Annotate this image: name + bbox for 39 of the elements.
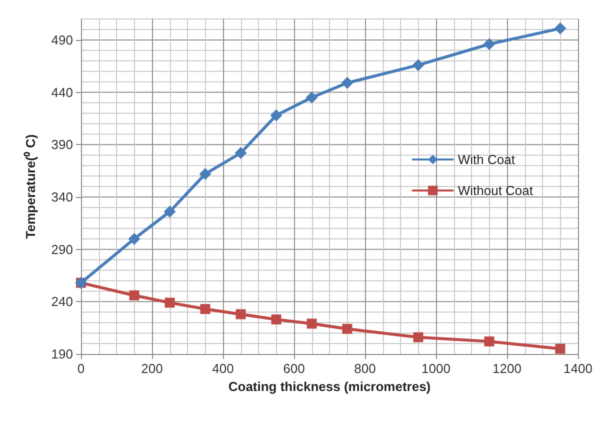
x-tick-label: 600 bbox=[283, 361, 305, 376]
x-tick-label: 200 bbox=[141, 361, 163, 376]
legend-label: With Coat bbox=[458, 152, 516, 167]
y-tick-label: 240 bbox=[51, 294, 73, 310]
x-tick-label: 400 bbox=[212, 361, 234, 376]
x-tick-label: 800 bbox=[354, 361, 376, 376]
point bbox=[164, 298, 175, 308]
point bbox=[555, 344, 566, 354]
point bbox=[234, 147, 247, 159]
point bbox=[306, 92, 318, 104]
point bbox=[128, 232, 140, 245]
point bbox=[200, 304, 210, 314]
point bbox=[412, 59, 424, 72]
point bbox=[236, 309, 246, 320]
point bbox=[306, 318, 317, 329]
x-tick-label: 0 bbox=[77, 361, 85, 376]
point bbox=[270, 109, 282, 122]
point bbox=[164, 206, 176, 218]
y-tick-label: 190 bbox=[51, 346, 73, 362]
point bbox=[413, 332, 424, 342]
y-tick-label: 390 bbox=[51, 137, 73, 152]
y-axis-title: Temperature(⁰ C) bbox=[23, 134, 38, 239]
x-tick-label: 1200 bbox=[492, 361, 522, 376]
point bbox=[483, 38, 496, 50]
y-tick-label: 290 bbox=[51, 242, 73, 257]
point bbox=[199, 168, 212, 180]
point bbox=[271, 314, 282, 324]
point bbox=[129, 290, 140, 300]
x-tick-label: 1000 bbox=[422, 361, 450, 376]
y-tick-label: 340 bbox=[51, 189, 73, 204]
y-tick-label: 490 bbox=[51, 32, 73, 48]
point bbox=[342, 324, 352, 334]
point bbox=[554, 22, 566, 34]
x-axis-title: Coating thickness (micrometres) bbox=[228, 379, 431, 394]
point bbox=[341, 76, 354, 89]
legend-label: Without Coat bbox=[458, 183, 534, 198]
x-tick-label: 1400 bbox=[564, 361, 592, 376]
point bbox=[484, 336, 494, 346]
y-tick-label: 440 bbox=[51, 84, 73, 100]
